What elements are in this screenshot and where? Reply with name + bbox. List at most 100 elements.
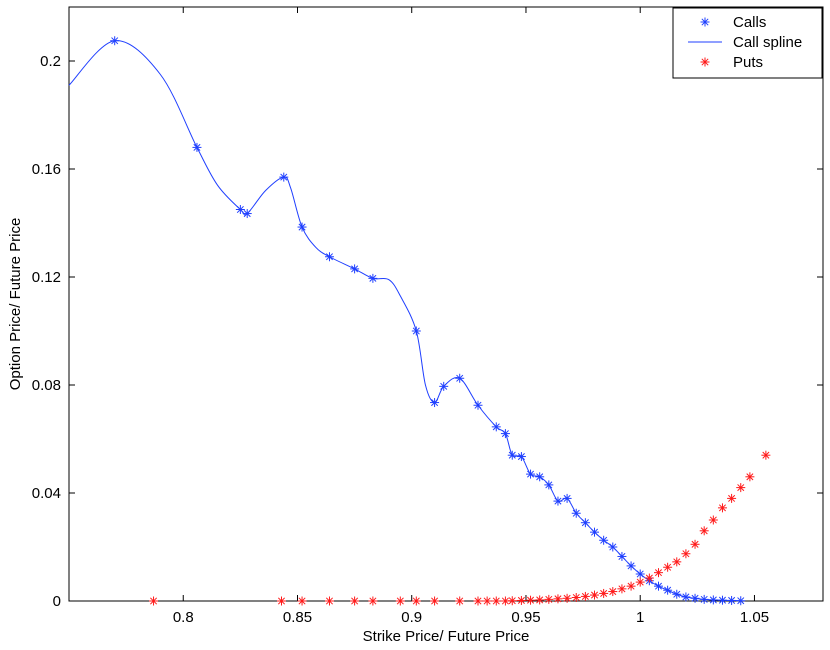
x-tick-label: 1 <box>636 609 644 626</box>
puts-point <box>553 594 563 604</box>
legend-label: Puts <box>733 54 763 71</box>
puts-point <box>482 596 492 606</box>
calls-point <box>507 450 517 460</box>
calls-point <box>500 429 510 439</box>
calls-point <box>544 480 554 490</box>
calls-point <box>192 142 202 152</box>
puts-point <box>516 595 526 605</box>
calls-point <box>491 422 501 432</box>
calls-point <box>516 452 526 462</box>
legend-label: Call spline <box>733 34 802 51</box>
puts-point <box>500 596 510 606</box>
calls-point <box>635 569 645 579</box>
puts-point <box>590 590 600 600</box>
puts-point <box>761 450 771 460</box>
puts-point <box>430 596 440 606</box>
calls-point <box>699 594 709 604</box>
puts-point <box>635 577 645 587</box>
puts-point <box>644 573 654 583</box>
calls-point <box>279 172 289 182</box>
puts-point <box>699 526 709 536</box>
puts-point <box>562 593 572 603</box>
calls-point <box>430 398 440 408</box>
calls-point <box>242 209 252 219</box>
puts-point <box>571 592 581 602</box>
puts-point <box>727 493 737 503</box>
calls-point <box>617 551 627 561</box>
y-tick-label: 0.04 <box>32 485 61 502</box>
calls-point <box>690 593 700 603</box>
calls-point <box>526 469 536 479</box>
calls-point <box>411 326 421 336</box>
puts-point <box>626 581 636 591</box>
calls-point <box>653 581 663 591</box>
puts-point <box>653 568 663 578</box>
calls-point <box>736 596 746 606</box>
x-tick-label: 0.9 <box>401 609 422 626</box>
puts-point <box>455 596 465 606</box>
puts-point <box>580 591 590 601</box>
puts-point <box>526 595 536 605</box>
puts-point <box>672 557 682 567</box>
y-tick-label: 0.12 <box>32 269 61 286</box>
calls-point <box>350 264 360 274</box>
plot-area <box>68 6 824 602</box>
legend-marker-swatch <box>700 57 710 67</box>
legend-box <box>672 7 823 79</box>
calls-point <box>324 252 334 262</box>
puts-point <box>491 596 501 606</box>
calls-point <box>571 508 581 518</box>
calls-point <box>663 585 673 595</box>
series-layer <box>68 36 771 606</box>
y-tick-label: 0.16 <box>32 161 61 178</box>
calls-point <box>626 561 636 571</box>
calls-point <box>717 595 727 605</box>
calls-point <box>455 373 465 383</box>
calls-point <box>681 592 691 602</box>
puts-point <box>368 596 378 606</box>
calls-point <box>708 595 718 605</box>
puts-point <box>276 596 286 606</box>
y-tick-label: 0.08 <box>32 377 61 394</box>
puts-point <box>395 596 405 606</box>
x-axis-title: Strike Price/ Future Price <box>363 628 530 645</box>
puts-point <box>681 549 691 559</box>
calls-point <box>553 496 563 506</box>
calls-point <box>727 595 737 605</box>
puts-point <box>736 483 746 493</box>
puts-point <box>411 596 421 606</box>
puts-point <box>745 472 755 482</box>
puts-point <box>473 596 483 606</box>
calls-point <box>535 472 545 482</box>
calls-point <box>590 527 600 537</box>
calls-point <box>672 589 682 599</box>
puts-point <box>663 562 673 572</box>
puts-point <box>535 595 545 605</box>
x-tick-label: 0.95 <box>511 609 540 626</box>
calls-point <box>235 205 245 214</box>
x-axis-ticks: 0.8 0.85 0.9 0.95 1 1.05 <box>173 7 769 626</box>
calls-series <box>110 36 746 606</box>
x-tick-label: 0.8 <box>173 609 194 626</box>
puts-point <box>350 596 360 606</box>
puts-point <box>149 596 159 606</box>
puts-point <box>599 588 609 598</box>
calls-point <box>368 273 378 283</box>
legend-label: Calls <box>733 14 766 31</box>
calls-point <box>608 542 618 552</box>
puts-point <box>690 539 700 549</box>
puts-series <box>149 450 771 606</box>
x-tick-label: 1.05 <box>740 609 769 626</box>
calls-point <box>110 36 120 46</box>
puts-point <box>324 596 334 606</box>
y-tick-label: 0 <box>53 593 61 610</box>
puts-point <box>717 503 727 513</box>
y-axis-ticks: 0 0.04 0.08 0.12 0.16 0.2 <box>32 53 823 610</box>
calls-point <box>297 222 307 232</box>
x-tick-label: 0.85 <box>283 609 312 626</box>
puts-point <box>617 584 627 594</box>
calls-point <box>473 400 483 410</box>
y-tick-label: 0.2 <box>40 53 61 70</box>
calls-point <box>562 493 572 503</box>
